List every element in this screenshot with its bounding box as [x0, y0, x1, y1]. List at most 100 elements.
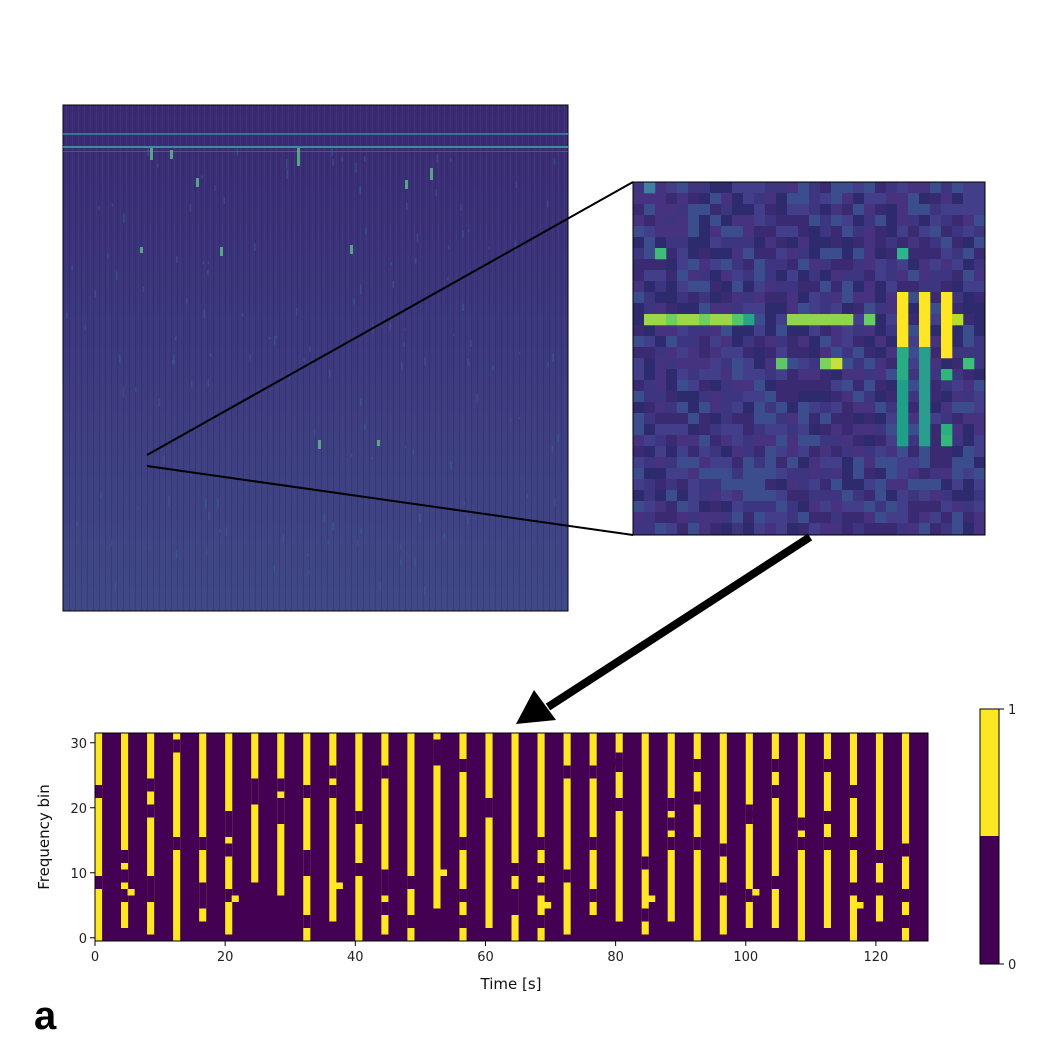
zoom-cell	[798, 270, 810, 282]
zoom-cell	[699, 281, 711, 293]
zoom-cell	[633, 402, 645, 414]
spectral-noise-mark	[436, 154, 438, 164]
zoom-cell	[743, 248, 755, 260]
binary-gap	[667, 817, 675, 831]
colorbar-tick-label: 1	[1008, 703, 1016, 718]
zoom-cell	[809, 303, 821, 315]
spectral-noise-mark	[424, 357, 426, 366]
zoom-cell	[644, 490, 656, 502]
zoom-cell	[941, 226, 953, 238]
zoom-cell	[886, 446, 898, 458]
zoom-cell	[875, 314, 887, 326]
zoom-cell	[908, 215, 920, 227]
zoom-cell	[820, 347, 832, 359]
zoom-cell	[897, 270, 909, 282]
zoom-cell	[798, 237, 810, 249]
zoom-cell	[754, 358, 766, 370]
binary-gap	[407, 915, 415, 928]
zoom-cell	[699, 270, 711, 282]
binary-column-80	[615, 733, 623, 922]
zoom-cell	[831, 457, 843, 469]
spectral-noise-mark	[462, 303, 464, 311]
zoom-cell	[864, 193, 876, 205]
zoom-cell	[732, 215, 744, 227]
zoom-cell	[941, 215, 953, 227]
zoom-cell	[732, 402, 744, 414]
zoom-cell	[919, 523, 931, 535]
zoom-cell	[864, 270, 876, 282]
zoom-cell	[677, 457, 689, 469]
zoom-cell	[710, 413, 722, 425]
zoom-cell	[886, 435, 898, 447]
zoom-cell	[787, 248, 799, 260]
zoom-cell	[820, 226, 832, 238]
zoom-cell	[688, 281, 700, 293]
zoom-cell	[930, 270, 942, 282]
zoom-cell	[820, 281, 832, 293]
zoom-cell	[754, 402, 766, 414]
binary-gap	[875, 850, 884, 863]
zoom-cell	[787, 215, 799, 227]
zoom-cell	[875, 402, 887, 414]
zoom-hot-cell	[798, 314, 810, 326]
zoom-cell	[666, 215, 678, 227]
zoom-cell	[919, 270, 931, 282]
zoom-cell	[941, 281, 953, 293]
zoom-cell	[941, 479, 953, 491]
spectral-line-top	[63, 133, 568, 135]
zoom-cell	[963, 512, 975, 524]
zoom-cell	[809, 479, 821, 491]
zoom-cell	[864, 446, 876, 458]
binary-gap	[303, 785, 311, 798]
zoom-line-top	[146, 181, 634, 456]
full-spectrogram-texture	[63, 105, 568, 611]
binary-gap	[277, 798, 285, 811]
zoom-cell	[710, 226, 722, 238]
zoom-cell	[919, 501, 931, 513]
zoom-cell	[677, 490, 689, 502]
zoom-cell	[864, 325, 876, 337]
zoom-cell	[787, 182, 799, 194]
zoom-cell	[864, 358, 876, 370]
zoom-cell	[754, 468, 766, 480]
zoom-cell	[919, 490, 931, 502]
zoom-cell	[809, 237, 821, 249]
zoom-hot-cell	[952, 314, 964, 326]
binary-gap	[667, 798, 675, 811]
spectral-noise-mark	[450, 158, 452, 162]
zoom-cell	[776, 226, 788, 238]
binary-gap	[823, 811, 831, 824]
zoom-cell	[831, 490, 843, 502]
spectral-noise-mark	[453, 333, 455, 336]
zoom-cell	[897, 182, 909, 194]
spectral-noise-mark	[84, 324, 86, 331]
spectral-noise-mark	[467, 229, 470, 232]
spectral-noise-mark	[285, 159, 288, 169]
zoom-cell	[644, 292, 656, 304]
zoom-cell	[754, 270, 766, 282]
zoom-cell	[864, 281, 876, 293]
zoom-cell	[699, 259, 711, 271]
binary-gap	[719, 843, 727, 857]
zoom-cell	[677, 380, 689, 392]
spectral-noise-mark	[76, 521, 78, 527]
zoom-cell	[710, 347, 722, 359]
zoom-cell	[699, 347, 711, 359]
zoom-cell	[776, 237, 788, 249]
zoom-cell	[710, 380, 722, 392]
zoom-cell	[908, 347, 920, 359]
zoom-cell	[732, 457, 744, 469]
binary-fleck	[856, 902, 864, 909]
spectral-noise-mark	[286, 169, 289, 179]
zoom-cell	[765, 446, 777, 458]
zoom-cell	[721, 369, 733, 381]
zoom-cell	[666, 468, 678, 480]
zoom-cell	[754, 413, 766, 425]
zoom-cell	[897, 226, 909, 238]
spectral-noise-mark	[399, 544, 402, 549]
spectral-noise-mark	[403, 342, 405, 347]
zoom-cell	[699, 501, 711, 513]
spectral-noise-mark	[175, 550, 178, 559]
binary-gap	[251, 791, 259, 805]
zoom-cell	[919, 479, 931, 491]
